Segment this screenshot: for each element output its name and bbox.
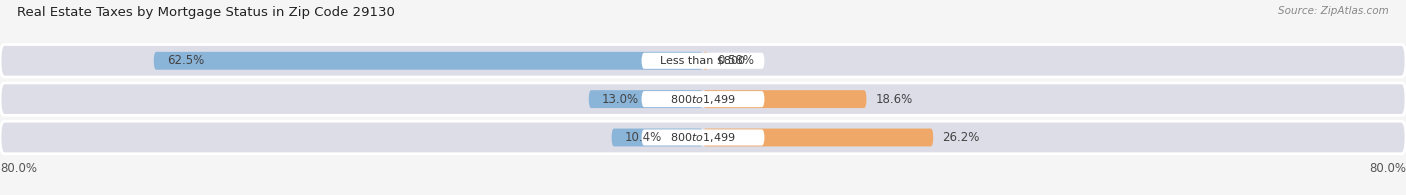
Text: Less than $800: Less than $800 bbox=[661, 56, 745, 66]
Text: $800 to $1,499: $800 to $1,499 bbox=[671, 93, 735, 106]
FancyBboxPatch shape bbox=[703, 52, 709, 70]
Text: 13.0%: 13.0% bbox=[602, 93, 640, 106]
FancyBboxPatch shape bbox=[641, 91, 765, 107]
FancyBboxPatch shape bbox=[153, 52, 703, 70]
FancyBboxPatch shape bbox=[0, 44, 1406, 77]
FancyBboxPatch shape bbox=[641, 53, 765, 69]
Text: Real Estate Taxes by Mortgage Status in Zip Code 29130: Real Estate Taxes by Mortgage Status in … bbox=[17, 6, 395, 19]
Text: Source: ZipAtlas.com: Source: ZipAtlas.com bbox=[1278, 6, 1389, 16]
FancyBboxPatch shape bbox=[703, 129, 934, 146]
FancyBboxPatch shape bbox=[612, 129, 703, 146]
Text: 18.6%: 18.6% bbox=[875, 93, 912, 106]
FancyBboxPatch shape bbox=[0, 83, 1406, 115]
Text: 62.5%: 62.5% bbox=[167, 54, 204, 67]
FancyBboxPatch shape bbox=[589, 90, 703, 108]
FancyBboxPatch shape bbox=[641, 129, 765, 145]
Text: 80.0%: 80.0% bbox=[0, 162, 37, 175]
FancyBboxPatch shape bbox=[0, 121, 1406, 154]
FancyBboxPatch shape bbox=[703, 90, 866, 108]
Text: 0.58%: 0.58% bbox=[717, 54, 754, 67]
Legend: Without Mortgage, With Mortgage: Without Mortgage, With Mortgage bbox=[581, 192, 825, 195]
Text: 80.0%: 80.0% bbox=[1369, 162, 1406, 175]
Text: $800 to $1,499: $800 to $1,499 bbox=[671, 131, 735, 144]
Text: 10.4%: 10.4% bbox=[624, 131, 662, 144]
Text: 26.2%: 26.2% bbox=[942, 131, 980, 144]
